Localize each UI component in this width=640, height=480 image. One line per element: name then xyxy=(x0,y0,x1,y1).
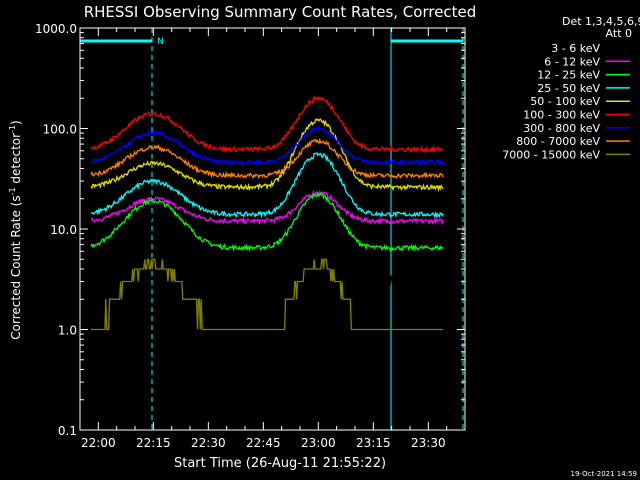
x-tick-label: 23:30 xyxy=(411,436,446,450)
series-3-6-kev-line xyxy=(90,212,444,290)
x-tick-label: 23:00 xyxy=(301,436,336,450)
legend-header-attenuator: Att 0 xyxy=(606,27,632,40)
chart-title: RHESSI Observing Summary Count Rates, Co… xyxy=(84,3,477,21)
y-tick-label: 1000.0 xyxy=(35,22,77,36)
legend-entry-label: 25 - 50 keV xyxy=(537,82,600,95)
legend-entry-label: 12 - 25 keV xyxy=(537,69,600,82)
y-tick-label: 10.0 xyxy=(50,223,77,237)
series-300-800-kev-line xyxy=(90,125,444,167)
series-100-300-kev-line xyxy=(90,95,443,154)
series-12-25-kev-line xyxy=(90,190,444,253)
x-tick-label: 22:15 xyxy=(136,436,171,450)
series-7000-15000-kev-line xyxy=(91,258,443,331)
timestamp: 19-Oct-2021 14:59 xyxy=(571,470,637,478)
legend-header-detectors: Det 1,3,4,5,6,9, xyxy=(562,15,640,28)
x-axis-label: Start Time (26-Aug-11 21:55:22) xyxy=(174,456,386,471)
legend-entry-label: 50 - 100 keV xyxy=(530,95,600,108)
series-25-50-kev-line xyxy=(90,152,444,219)
legend-entry-label: 800 - 7000 keV xyxy=(516,135,600,148)
y-tick-label: 1.0 xyxy=(58,324,77,338)
legend-entry-label: 300 - 800 keV xyxy=(523,122,600,135)
legend-entry-label: 6 - 12 keV xyxy=(544,55,600,68)
legend-entry-label: 7000 - 15000 keV xyxy=(502,148,600,161)
series-50-100-kev-line xyxy=(90,118,444,192)
y-axis-label: Corrected Count Rate (s-1 detector-1) xyxy=(8,120,23,339)
x-tick-label: 22:30 xyxy=(191,436,226,450)
y-tick-label: 0.1 xyxy=(58,424,77,438)
svg-text:Corrected Count Rate (s-1 dete: Corrected Count Rate (s-1 detector-1) xyxy=(8,120,23,339)
series-800-7000-kev-line xyxy=(90,137,444,180)
night-marker-label: N xyxy=(157,37,164,47)
x-tick-label: 22:00 xyxy=(81,436,116,450)
plot-area: N xyxy=(80,28,464,430)
legend-entry-label: 3 - 6 keV xyxy=(551,42,600,55)
axes: 0.1 1.0 10.0 100.0 1000.0 22:00 22:15 22:30 22:4… xyxy=(35,22,466,450)
x-tick-label: 23:15 xyxy=(356,436,391,450)
y-tick-label: 100.0 xyxy=(43,123,77,137)
legend-entry-label: 100 - 300 keV xyxy=(523,109,600,122)
x-tick-label: 22:45 xyxy=(246,436,281,450)
